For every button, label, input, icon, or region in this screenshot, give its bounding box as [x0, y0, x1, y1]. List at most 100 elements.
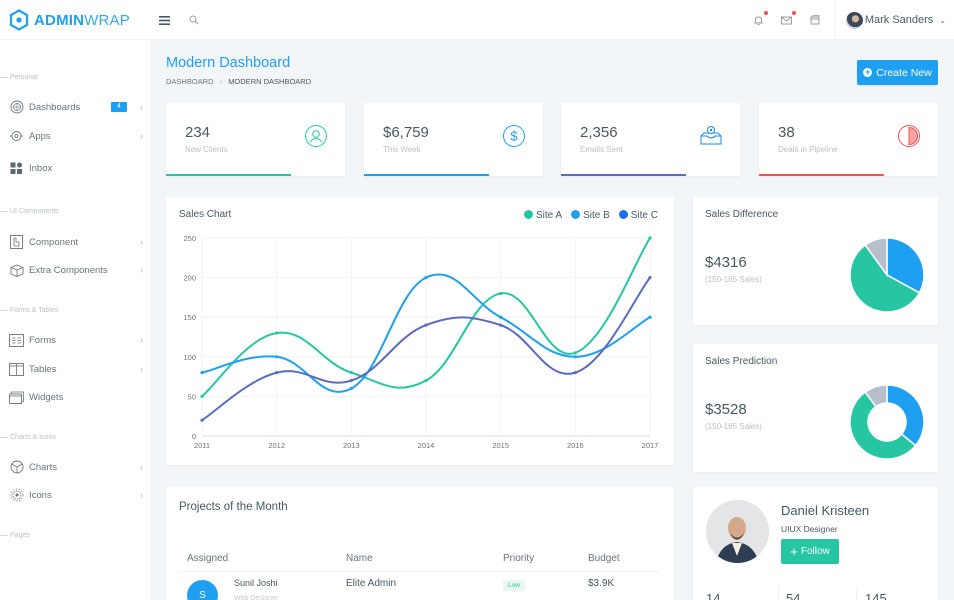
menu-icon[interactable]	[156, 12, 172, 28]
line-chart: 0 50 100 150 200 250 2011 2012 2013 2014 2015 2016 2…	[183, 234, 658, 450]
chevron-right-icon: ›	[140, 490, 143, 500]
dashboard-icon	[9, 100, 24, 115]
sidebar-item-charts[interactable]: Charts ›	[9, 458, 147, 476]
chevron-right-icon: ›	[140, 131, 143, 141]
search-icon[interactable]	[186, 12, 202, 28]
sidebar-item-extra-components[interactable]: Extra Components ›	[9, 261, 147, 279]
apps-icon	[9, 129, 24, 144]
sidebar-item-label: Extra Components	[29, 264, 108, 276]
card-title: Sales Difference	[705, 209, 779, 220]
box-icon	[9, 263, 24, 278]
sidebar-item-inbox[interactable]: Inbox	[9, 159, 147, 177]
sidebar-item-apps[interactable]: Apps ›	[9, 127, 147, 145]
sidebar-item-label: Forms	[29, 334, 56, 346]
stat-card-deals: 38 Deals in Pipeline	[759, 103, 938, 176]
column-header: Name	[346, 547, 503, 572]
avatar: S	[187, 579, 218, 600]
sidebar-item-icons[interactable]: Icons ›	[9, 486, 147, 504]
sidebar-item-component[interactable]: Component ›	[9, 233, 147, 251]
sidebar-item-widgets[interactable]: Widgets	[9, 388, 147, 406]
profile-role: UIUX Designer	[781, 524, 838, 534]
projects-card: Projects of the Month Assigned Name Prio…	[166, 487, 674, 600]
svg-text:2012: 2012	[268, 441, 285, 450]
tables-icon	[9, 362, 24, 377]
profile-card: Daniel Kristeen UIUX Designer + Follow 1…	[693, 487, 938, 600]
sidebar-item-label: Inbox	[29, 162, 53, 174]
bell-icon[interactable]	[751, 11, 768, 28]
sales-difference-card: Sales Difference $4316 (150-165 Sales)	[693, 197, 938, 325]
nav-caption-forms-tables: Forms & Tables	[0, 307, 59, 314]
nav-caption-pages: Pages	[0, 532, 30, 539]
column-header: Priority	[503, 547, 588, 572]
svg-text:100: 100	[183, 353, 196, 362]
svg-text:2015: 2015	[492, 441, 509, 450]
progress-bar	[561, 174, 686, 176]
sidebar-item-dashboards[interactable]: Dashboards 4 ›	[9, 98, 147, 116]
column-header: Assigned	[179, 547, 346, 572]
user-menu[interactable]: Mark Sanders ⌄	[834, 0, 946, 40]
profile-stat: 54	[786, 591, 801, 600]
mail-icon[interactable]	[779, 11, 796, 28]
legend-item[interactable]: Site C	[618, 210, 658, 221]
brand-logo[interactable]: ADMINWRAP	[0, 0, 150, 40]
projects-table: Assigned Name Priority Budget S Sunil Jo…	[179, 547, 659, 600]
chevron-right-icon: ›	[140, 335, 143, 345]
brand-name: ADMINWRAP	[34, 11, 130, 29]
sales-chart-card: Sales Chart Site A Site B Site C 0 50 100 1…	[166, 197, 674, 465]
inbox-tray-icon	[700, 126, 722, 145]
sales-value: $3528	[705, 401, 747, 418]
follow-button[interactable]: + Follow	[781, 539, 839, 564]
budget-value: $3.9K	[588, 577, 615, 589]
page-title: Modern Dashboard	[166, 55, 291, 71]
notification-dot	[791, 11, 796, 15]
stat-value: 38	[778, 124, 795, 141]
stat-label: This Week	[383, 145, 421, 154]
stat-card-new-clients: 234 New Clients	[166, 103, 345, 176]
nav-caption-personal: Personal	[0, 74, 38, 81]
sales-prediction-card: Sales Prediction $3528 (150-165 Sales)	[693, 344, 938, 472]
sidebar-item-forms[interactable]: Forms ›	[9, 331, 147, 349]
donut-chart	[849, 384, 925, 460]
stat-card-emails-sent: 2,356 Emails Sent	[561, 103, 740, 176]
stat-card-this-week: $6,759 This Week $	[364, 103, 543, 176]
svg-text:$: $	[510, 129, 518, 144]
progress-bar	[364, 174, 489, 176]
sidebar-item-label: Charts	[29, 461, 57, 473]
card-title: Projects of the Month	[179, 501, 288, 513]
half-circle-icon	[898, 125, 920, 147]
stat-value: 234	[185, 124, 211, 141]
sidebar-item-tables[interactable]: Tables ›	[9, 360, 147, 378]
user-circle-icon	[305, 125, 327, 147]
stat-label: Deals in Pipeline	[778, 145, 838, 154]
sidebar: Personal Dashboards 4 › Apps › Inbox UI …	[0, 40, 150, 600]
profile-stat: 145	[865, 591, 887, 600]
chevron-right-icon: ›	[140, 237, 143, 247]
breadcrumb-link[interactable]: DASHBOARD	[166, 77, 214, 86]
create-new-button[interactable]: + Create New	[857, 60, 938, 85]
sidebar-item-label: Dashboards	[29, 101, 81, 113]
legend-item[interactable]: Site A	[523, 210, 562, 221]
svg-text:250: 250	[183, 234, 196, 243]
dollar-circle-icon: $	[503, 125, 525, 147]
charts-icon	[9, 460, 24, 475]
nav-caption-charts-icons: Charts & Icons	[0, 434, 56, 441]
sidebar-item-label: Tables	[29, 363, 57, 375]
profile-photo	[706, 500, 769, 563]
legend-item[interactable]: Site B	[571, 210, 610, 221]
table-row[interactable]: S Sunil Joshi Web Designer Elite Admin L…	[179, 571, 659, 600]
hexagon-logo-icon	[9, 9, 29, 31]
count-badge: 4	[111, 102, 127, 112]
chevron-right-icon: ›	[140, 364, 143, 374]
progress-bar	[759, 174, 884, 176]
svg-text:150: 150	[183, 313, 196, 322]
window-icon[interactable]	[807, 12, 823, 28]
notification-dot	[763, 11, 768, 15]
pie-chart	[849, 237, 925, 313]
divider	[778, 587, 779, 600]
chevron-right-icon: ›	[140, 462, 143, 472]
chevron-right-icon: ›	[140, 265, 143, 275]
breadcrumb-current: MODERN DASHBOARD	[228, 77, 312, 86]
inbox-icon	[9, 161, 24, 176]
user-avatar	[845, 11, 863, 29]
project-name: Elite Admin	[346, 577, 397, 589]
